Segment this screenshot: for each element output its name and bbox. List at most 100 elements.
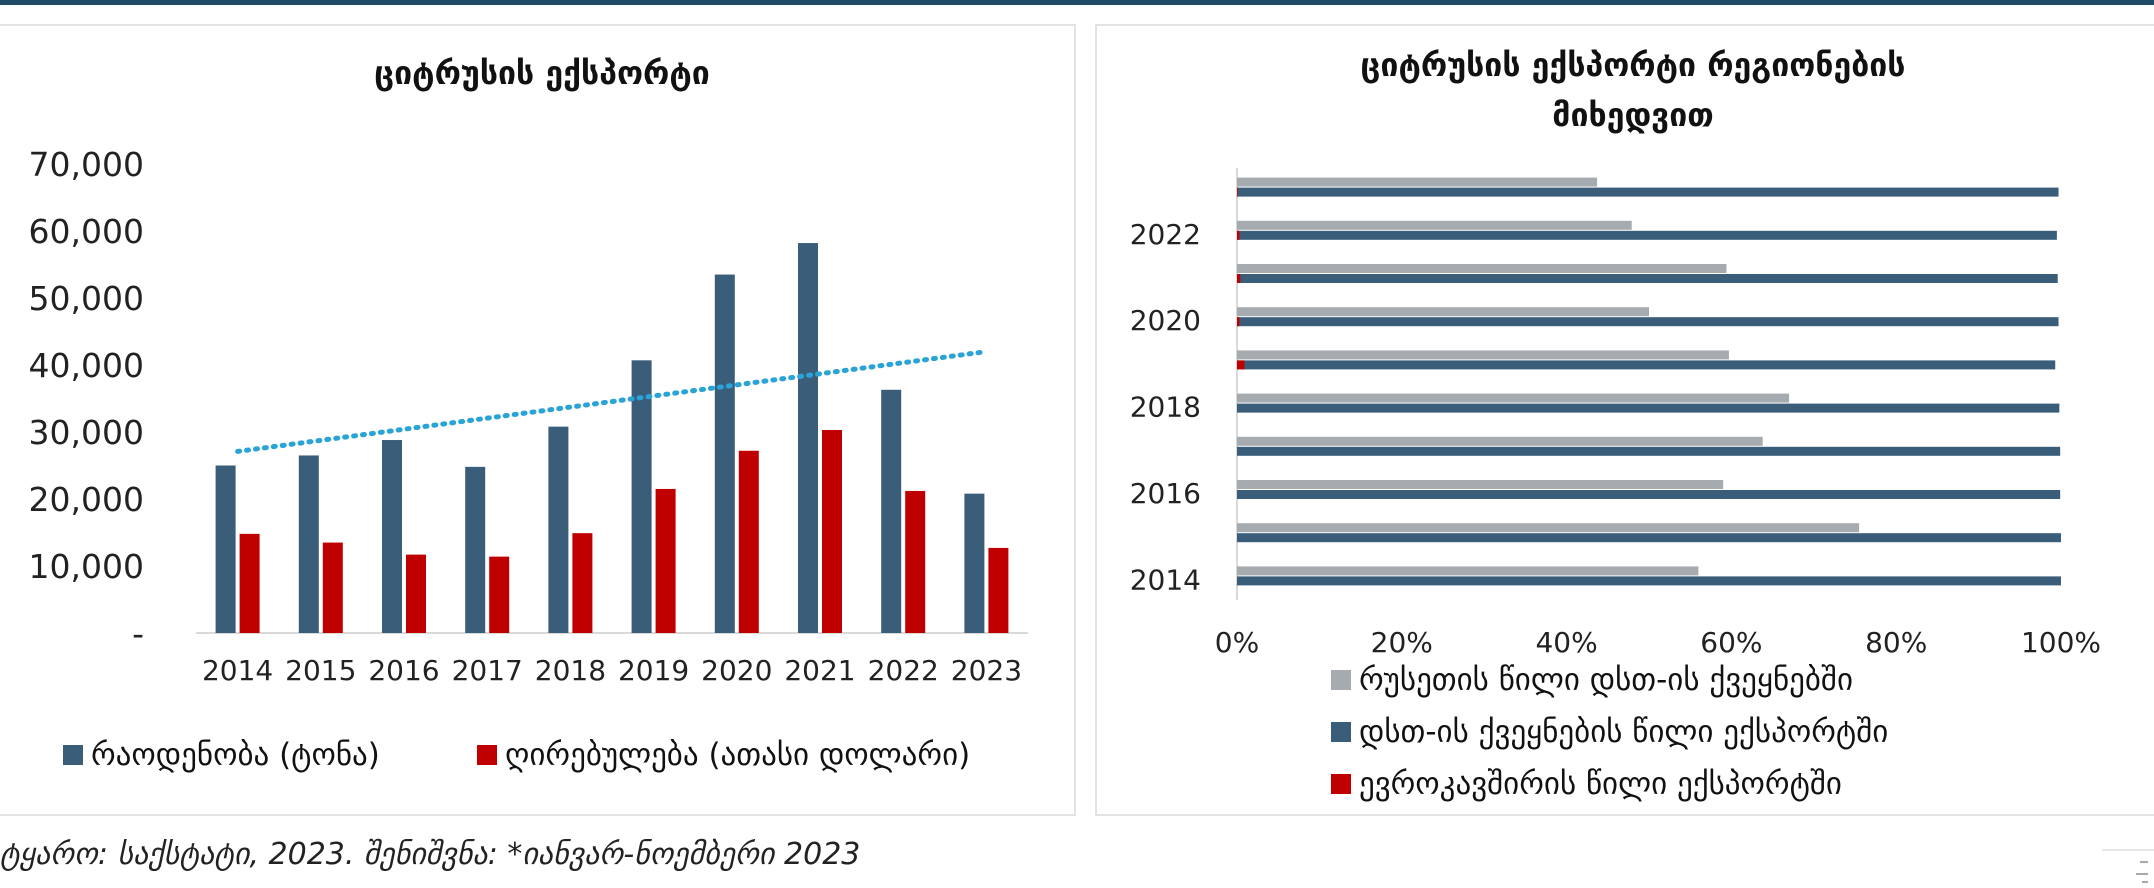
chart-export-by-region: ციტრუსის ექსპორტი რეგიონების მიხედვით 20… (1130, 46, 2101, 802)
x-tick-label: 2022 (868, 654, 939, 687)
bar-russia-share (1237, 480, 1724, 489)
y-axis: - 10,000 20,000 30,000 40,000 50,000 60,000 70,… (29, 145, 144, 653)
legend-label-quantity: რაოდენობა (ტონა) (91, 737, 380, 773)
bar-quantity (798, 243, 818, 633)
plot-area (1237, 177, 2061, 586)
bar-cis-share (1237, 187, 2059, 197)
y-tick-label: 2022 (1130, 218, 1201, 251)
y-tick-label: 2018 (1130, 391, 1201, 424)
x-tick-label: 60% (1700, 626, 1762, 659)
bar-value (572, 533, 593, 633)
bar-russia-share (1237, 436, 1763, 446)
x-tick-label: 2016 (368, 654, 439, 687)
legend: რუსეთის წილი დსთ-ის ქვეყნებში დსთ-ის ქვეყ… (1331, 662, 1888, 802)
bar-cis-share (1237, 490, 2061, 499)
bar-value (822, 429, 842, 633)
bar-cis-share (1237, 360, 2056, 370)
plot-area (215, 243, 1009, 633)
top-rule (0, 0, 2154, 5)
chart-citrus-export: ციტრუსის ექსპორტი - 10,000 20,000 30,000 40,… (29, 54, 1028, 773)
bar-quantity (631, 360, 652, 633)
y-tick-label: 30,000 (29, 413, 144, 452)
bar-russia-share (1237, 523, 1860, 533)
x-tick-label: 0% (1215, 626, 1259, 659)
bar-russia-share (1237, 307, 1649, 317)
bar-value (239, 533, 260, 633)
bar-quantity (298, 455, 319, 633)
bar-cis-share (1237, 317, 2059, 327)
bar-eu-share (1237, 230, 1240, 240)
x-tick-label: 2019 (618, 654, 689, 687)
bar-eu-share (1237, 187, 1238, 197)
bar-russia-share (1237, 393, 1790, 403)
bar-quantity (215, 465, 236, 633)
bar-value (738, 450, 759, 633)
bar-eu-share (1237, 317, 1240, 327)
bar-eu-share (1237, 360, 1245, 370)
bar-quantity (548, 426, 569, 633)
bar-eu-share (1237, 274, 1241, 283)
bar-russia-share (1237, 177, 1598, 187)
x-tick-label: 2021 (784, 654, 855, 687)
x-tick-label: 20% (1371, 626, 1433, 659)
legend-label-cis-share: დსთ-ის ქვეყნების წილი ექსპორტში (1359, 714, 1888, 750)
bar-cis-share (1237, 403, 2060, 413)
chart-panel-export-by-region: ციტრუსის ექსპორტი რეგიონების მიხედვით 20… (1095, 24, 2154, 816)
chart-title-line-2: მიხედვით (1552, 96, 1713, 134)
bar-quantity (465, 466, 486, 633)
y-tick-label: 20,000 (29, 480, 144, 519)
x-tick-label: 2020 (701, 654, 772, 687)
y-tick-label: - (132, 614, 144, 653)
y-tick-label: 70,000 (29, 145, 144, 184)
bar-value (655, 488, 676, 633)
x-tick-label: 100% (2021, 626, 2101, 659)
bar-value (406, 554, 426, 633)
legend-label-value: ღირებულება (ათასი დოლარი) (505, 737, 970, 773)
bar-russia-share (1237, 566, 1699, 576)
x-axis: 2014 2015 2016 2017 2018 2019 2020 2021 2022 2023 (202, 654, 1022, 687)
x-axis: 0% 20% 40% 60% 80% 100% (1215, 626, 2101, 659)
x-tick-label: 40% (1535, 626, 1597, 659)
bar-value (905, 490, 926, 633)
y-tick-label: 40,000 (29, 346, 144, 385)
bar-russia-share (1237, 220, 1632, 230)
x-tick-label: 2014 (202, 654, 273, 687)
bar-cis-share (1237, 446, 2061, 456)
bar-cis-share (1237, 274, 2058, 283)
trendline (235, 349, 989, 454)
bar-cis-share (1237, 576, 2061, 586)
y-tick-label: 60,000 (29, 212, 144, 251)
y-axis: 2014 2016 2018 2020 2022 (1130, 218, 1201, 597)
x-tick-label: 2015 (285, 654, 356, 687)
legend-swatch-value (477, 745, 497, 765)
y-tick-label: 2020 (1130, 304, 1201, 337)
legend-label-eu-share: ევროკავშირის წილი ექსპორტში (1359, 766, 1842, 802)
chart-title: ციტრუსის ექსპორტი (374, 54, 710, 92)
y-tick-label: 50,000 (29, 279, 144, 318)
legend-swatch-russia-share (1331, 670, 1351, 690)
bar-cis-share (1237, 533, 2061, 543)
chart-title-line-1: ციტრუსის ექსპორტი რეგიონების (1361, 46, 1906, 84)
y-tick-label: 2016 (1130, 477, 1201, 510)
legend-swatch-eu-share (1331, 774, 1351, 794)
bar-value (322, 542, 343, 633)
legend-swatch-quantity (63, 745, 83, 765)
bar-russia-share (1237, 264, 1727, 273)
bar-quantity (382, 440, 402, 633)
bar-value (988, 547, 1009, 633)
bar-quantity (964, 493, 985, 633)
legend-label-russia-share: რუსეთის წილი დსთ-ის ქვეყნებში (1359, 662, 1853, 698)
legend-swatch-cis-share (1331, 722, 1351, 742)
x-tick-label: 2023 (951, 654, 1022, 687)
source-note: ტყარო: საქსტატი, 2023. შენიშვნა: *იანვარ… (0, 837, 861, 872)
bar-cis-share (1237, 230, 2057, 240)
corner-decoration (2102, 849, 2154, 883)
x-tick-label: 80% (1865, 626, 1927, 659)
x-tick-label: 2017 (452, 654, 523, 687)
y-tick-label: 2014 (1130, 563, 1201, 596)
bar-quantity (881, 389, 902, 633)
x-tick-label: 2018 (535, 654, 606, 687)
bar-quantity (714, 274, 735, 633)
bar-value (489, 556, 510, 633)
y-tick-label: 10,000 (29, 547, 144, 586)
